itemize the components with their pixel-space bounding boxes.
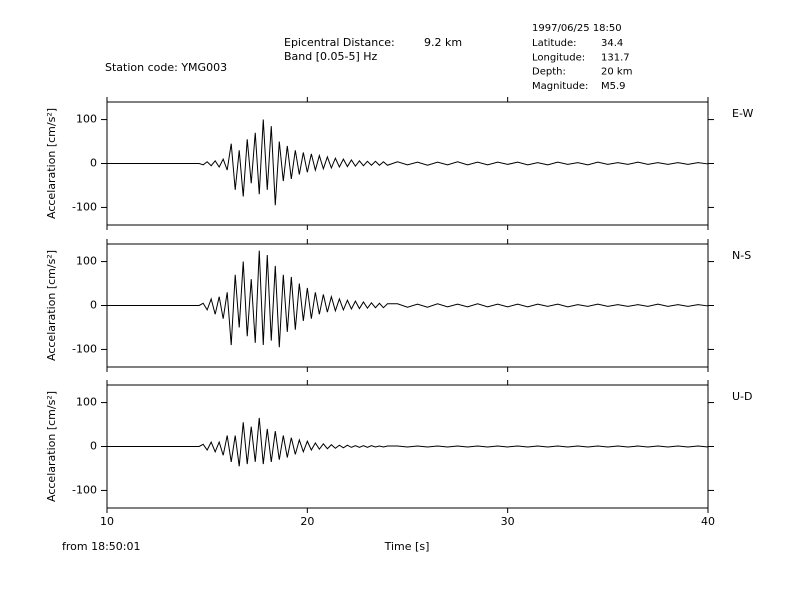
distance-value: 9.2 km	[424, 36, 462, 49]
station-code: Station code: YMG003	[105, 61, 227, 74]
y-tick-label: 0	[90, 440, 97, 453]
waveform	[107, 417, 709, 467]
info-label: Magnitude:	[532, 81, 588, 92]
x-axis-label: Time [s]	[384, 540, 430, 553]
info-value: M5.9	[601, 81, 626, 92]
waveform	[107, 250, 709, 348]
x-tick-label: 10	[100, 515, 114, 528]
y-tick-label: 100	[76, 255, 97, 268]
y-tick-label: 100	[76, 113, 97, 126]
component-label: N-S	[732, 249, 751, 262]
info-label: Latitude:	[532, 38, 577, 49]
event-time: 1997/06/25 18:50	[532, 23, 622, 34]
y-tick-label: 0	[90, 157, 97, 170]
y-axis-label: Accelaration [cm/s²]	[45, 391, 58, 502]
info-value: 34.4	[601, 38, 623, 49]
y-tick-label: -100	[72, 342, 97, 355]
info-value: 131.7	[601, 52, 630, 63]
y-tick-label: 100	[76, 396, 97, 409]
y-tick-label: -100	[72, 200, 97, 213]
x-tick-label: 20	[300, 515, 314, 528]
info-value: 20 km	[601, 67, 632, 78]
waveform	[107, 119, 709, 206]
x-tick-label: 30	[501, 515, 515, 528]
origin-note: from 18:50:01	[62, 540, 141, 553]
y-axis-label: Accelaration [cm/s²]	[45, 108, 58, 219]
y-tick-label: -100	[72, 483, 97, 496]
y-tick-label: 0	[90, 299, 97, 312]
distance-label: Epicentral Distance:	[284, 36, 395, 49]
y-axis-label: Accelaration [cm/s²]	[45, 250, 58, 361]
info-label: Depth:	[532, 67, 566, 78]
info-label: Longitude:	[532, 52, 585, 63]
band: Band [0.05-5] Hz	[284, 50, 378, 63]
x-tick-label: 40	[701, 515, 715, 528]
component-label: U-D	[732, 390, 753, 403]
component-label: E-W	[732, 107, 753, 120]
